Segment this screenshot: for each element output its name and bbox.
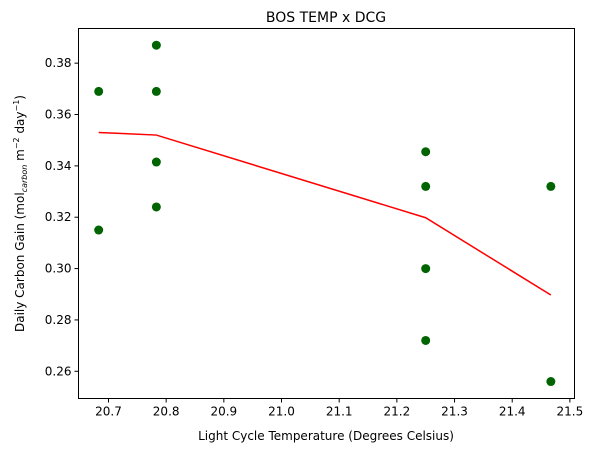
x-tick-label: 21.1 (326, 405, 353, 419)
x-axis-label: Light Cycle Temperature (Degrees Celsius… (198, 429, 454, 443)
chart-title: BOS TEMP x DCG (266, 10, 386, 26)
data-point (421, 335, 431, 345)
data-point (94, 225, 104, 235)
y-tick-label: 0.28 (45, 313, 72, 327)
x-tick-label: 21.5 (557, 405, 584, 419)
data-point (151, 202, 161, 212)
y-label-sub: carbon (20, 165, 29, 193)
y-label-sup2: −1 (12, 100, 21, 112)
y-label-sup1: −2 (12, 137, 21, 149)
data-point (546, 377, 556, 387)
y-axis-label: Daily Carbon Gain (molcarbon m−2 day−1) (12, 95, 29, 332)
y-label-suffix: ) (13, 95, 27, 100)
x-tick-label: 20.7 (95, 405, 122, 419)
y-tick-label: 0.36 (45, 108, 72, 122)
trend-line (98, 131, 552, 296)
y-tick-label: 0.30 (45, 262, 72, 276)
y-tick-label: 0.26 (45, 364, 72, 378)
y-label-mid: m (13, 149, 27, 165)
y-label-mid2: day (13, 111, 27, 137)
data-point (151, 86, 161, 96)
ticks: 20.7 20.8 20.9 21.0 21.1 21.2 21.3 21.4 21.5 0.26… (45, 56, 583, 418)
x-tick-label: 21.4 (499, 405, 526, 419)
data-point (546, 181, 556, 191)
y-tick-label: 0.34 (45, 159, 72, 173)
data-point (421, 264, 431, 274)
data-point (151, 40, 161, 50)
data-point (421, 147, 431, 157)
data-point (151, 157, 161, 167)
plot-data (94, 40, 556, 387)
y-label-prefix: Daily Carbon Gain (mol (13, 192, 27, 332)
y-tick-label: 0.38 (45, 56, 72, 70)
x-tick-label: 21.3 (441, 405, 468, 419)
y-tick-label: 0.32 (45, 210, 72, 224)
x-tick-label: 21.2 (384, 405, 411, 419)
data-point (94, 86, 104, 96)
data-point (421, 181, 431, 191)
x-tick-label: 21.0 (268, 405, 295, 419)
x-tick-label: 20.8 (153, 405, 180, 419)
plot-frame (78, 28, 575, 399)
x-tick-label: 20.9 (210, 405, 237, 419)
